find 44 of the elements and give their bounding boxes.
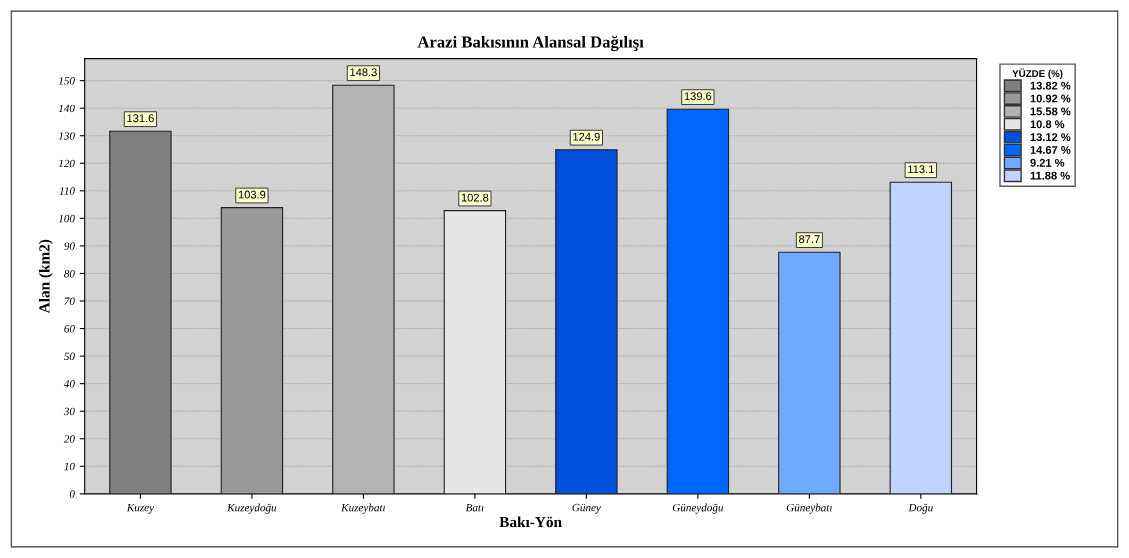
x-tick-label: Kuzeydoğu [227, 503, 277, 514]
y-tick-label: 80 [64, 269, 75, 278]
legend-label: 10.8 % [1030, 120, 1065, 129]
y-tick-label: 0 [69, 490, 75, 498]
data-label: 148.3 [350, 68, 377, 77]
data-label: 113.1 [908, 165, 934, 174]
legend-label: 9.21 % [1030, 158, 1065, 167]
legend-label: 13.12 % [1030, 133, 1071, 142]
x-tick-label: Güney [572, 503, 601, 514]
y-tick-label: 90 [64, 242, 75, 250]
data-label: 139.6 [684, 92, 712, 101]
y-axis-title: Alan (km2) [38, 239, 53, 314]
y-tick-label: 120 [58, 159, 75, 168]
y-tick-label: 30 [63, 407, 75, 416]
chart-title: Arazi Bakısının Alansal Dağılışı [417, 35, 644, 52]
data-label: 103.9 [238, 190, 266, 199]
y-tick-label: 70 [64, 297, 75, 305]
x-tick-label: Güneydoğu [672, 503, 724, 514]
x-tick-label: Kuzey [126, 503, 154, 514]
y-tick-label: 130 [58, 132, 75, 140]
y-tick-label: 60 [64, 325, 75, 333]
legend-title: YÜZDE (%) [1012, 68, 1063, 79]
data-label: 131.6 [127, 114, 154, 123]
x-axis-title: Bakı-Yön [499, 516, 562, 528]
y-tick-label: 50 [64, 352, 75, 361]
y-tick-label: 100 [58, 214, 75, 223]
legend-label: 15.58 % [1030, 107, 1071, 116]
y-tick-label: 20 [63, 435, 75, 443]
y-tick-label: 140 [58, 104, 75, 113]
legend-label: 14.67 % [1030, 146, 1071, 154]
data-label: 124.9 [573, 132, 600, 141]
y-tick-label: 10 [64, 462, 75, 471]
y-tick-label: 40 [63, 380, 75, 388]
data-label: 102.8 [461, 193, 489, 202]
legend-label: 11.88 % [1030, 171, 1070, 180]
legend-label: 10.92 % [1030, 94, 1071, 103]
x-tick-label: Kuzeybatı [341, 503, 385, 514]
x-tick-label: Batı [465, 503, 484, 512]
x-tick-label: Güneybatı [786, 503, 832, 514]
data-label: 87.7 [799, 235, 820, 244]
y-tick-label: 110 [59, 187, 75, 195]
legend-label: 13.82 % [1030, 81, 1071, 90]
y-tick-label: 150 [58, 77, 75, 85]
x-tick-label: Doğu [908, 503, 933, 514]
